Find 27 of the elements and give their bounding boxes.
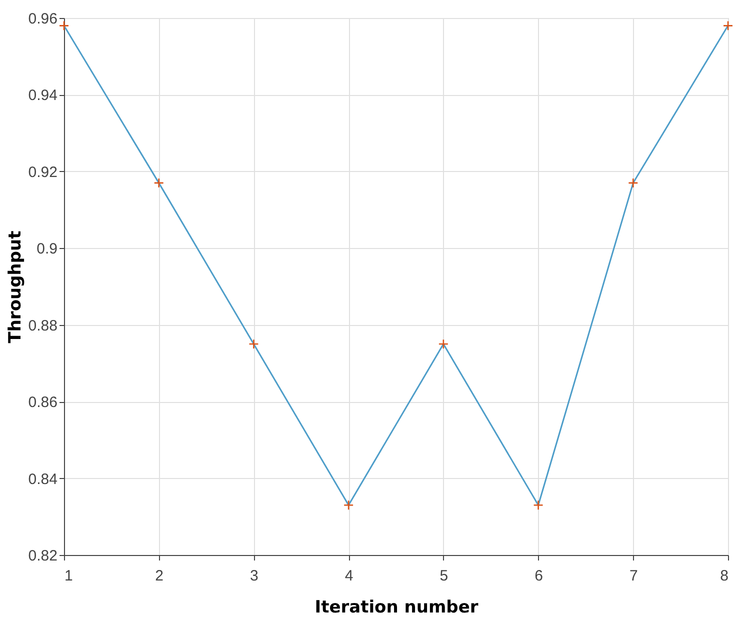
x-tick-label: 8 <box>720 568 728 584</box>
x-tick-label: 7 <box>629 568 638 584</box>
point <box>722 20 734 31</box>
point <box>533 500 544 510</box>
x-tick-label: 1 <box>64 568 73 584</box>
point <box>58 20 70 31</box>
point <box>343 500 354 510</box>
x-tick-label: 3 <box>250 568 258 584</box>
line-series <box>63 24 729 506</box>
y-tick-label: 0.88 <box>28 317 58 334</box>
point <box>628 178 638 188</box>
y-tick-label: 0.82 <box>28 548 58 564</box>
y-axis-title: Throughput <box>5 230 26 344</box>
y-tick-label: 0.96 <box>28 10 58 28</box>
x-tick-label: 4 <box>344 568 354 584</box>
y-tick-label: 0.9 <box>36 240 58 258</box>
y-tick-label: 0.94 <box>28 87 58 104</box>
y-tick-label: 0.84 <box>28 470 58 488</box>
point <box>248 338 259 350</box>
x-tick-label: 5 <box>440 568 448 584</box>
y-tick-label: 0.86 <box>28 394 58 412</box>
y-tick-label: 0.92 <box>28 164 58 181</box>
point <box>154 178 164 188</box>
x-tick-label: 2 <box>155 568 164 584</box>
x-axis-title: Iteration number <box>314 598 479 618</box>
point <box>438 338 449 350</box>
x-tick-label: 6 <box>534 568 543 584</box>
